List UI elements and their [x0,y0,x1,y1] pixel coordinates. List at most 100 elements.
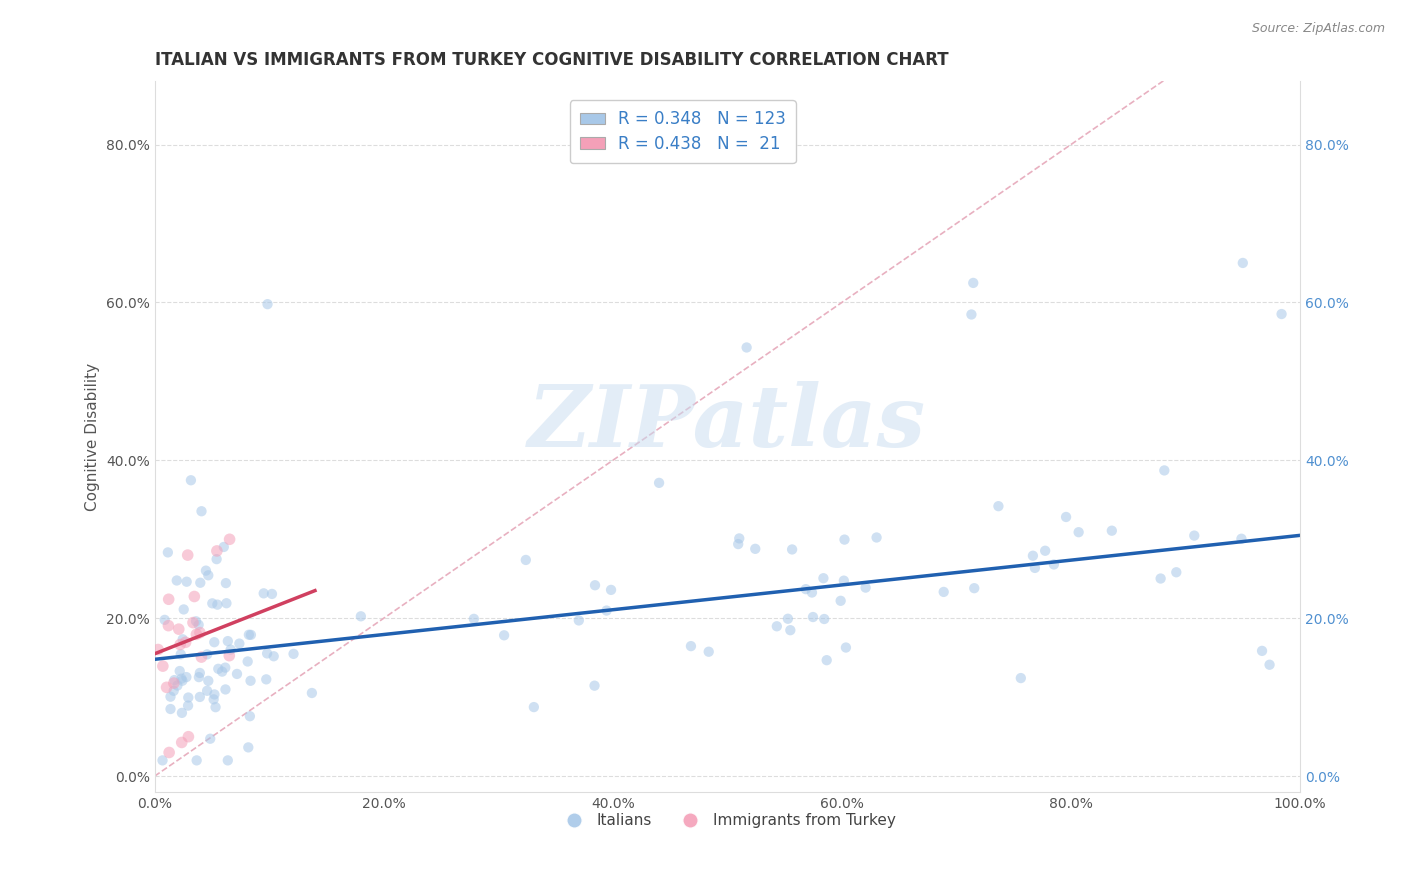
Point [1230,532,1253,546]
Point [960,308,983,322]
Point [218,533,240,547]
Point [205,544,228,558]
Point [155,681,177,695]
Point [1153,463,1175,477]
Point [201,596,224,610]
Point [1251,644,1274,658]
Point [801,610,824,624]
Point [177,690,200,705]
Point [187,617,209,632]
Point [463,612,485,626]
Point [283,647,305,661]
Point [600,582,623,597]
Point [170,672,193,686]
Point [159,702,181,716]
Point [239,628,262,642]
Point [211,665,233,679]
Y-axis label: Cognitive Disability: Cognitive Disability [86,362,100,511]
Point [200,731,222,746]
Point [1033,543,1056,558]
Point [254,673,277,687]
Point [239,673,262,688]
Point [174,635,197,649]
Point [301,686,323,700]
Point [1101,524,1123,538]
Point [163,676,186,690]
Point [186,627,208,641]
Point [218,648,240,663]
Point [815,653,838,667]
Point [744,541,766,556]
Point [170,648,193,662]
Point [177,698,200,713]
Point [568,614,591,628]
Text: ZIPatlas: ZIPatlas [529,381,927,464]
Point [236,655,259,669]
Point [238,740,260,755]
Point [215,576,238,591]
Point [170,735,193,749]
Point [177,730,200,744]
Point [163,683,186,698]
Point [1271,307,1294,321]
Point [865,531,887,545]
Point [583,679,606,693]
Point [188,575,211,590]
Point [188,665,211,680]
Point [152,753,174,767]
Point [214,682,236,697]
Point [202,635,225,649]
Point [169,638,191,652]
Point [195,683,218,698]
Point [813,571,835,585]
Point [157,746,180,760]
Point [263,649,285,664]
Point [212,540,235,554]
Point [157,618,180,632]
Point [217,634,239,648]
Point [735,341,758,355]
Point [962,276,984,290]
Point [963,581,986,595]
Point [1022,549,1045,563]
Point [214,660,236,674]
Point [583,578,606,592]
Point [260,587,283,601]
Point [1166,566,1188,580]
Point [1024,561,1046,575]
Point [226,667,249,681]
Point [207,662,229,676]
Text: ITALIAN VS IMMIGRANTS FROM TURKEY COGNITIVE DISABILITY CORRELATION CHART: ITALIAN VS IMMIGRANTS FROM TURKEY COGNIT… [155,51,948,69]
Point [595,603,617,617]
Point [159,690,181,704]
Point [163,673,186,687]
Point [238,628,260,642]
Point [1054,510,1077,524]
Point [766,619,789,633]
Point [648,475,671,490]
Point [1067,525,1090,540]
Point [186,753,208,767]
Point [830,594,852,608]
Point [173,602,195,616]
Point [217,753,239,767]
Point [832,574,855,588]
Point [834,533,856,547]
Point [190,504,212,518]
Point [987,499,1010,513]
Point [202,692,225,706]
Point [728,532,751,546]
Point [170,706,193,720]
Text: Source: ZipAtlas.com: Source: ZipAtlas.com [1251,22,1385,36]
Point [184,615,207,629]
Point [256,297,278,311]
Point [166,679,188,693]
Point [855,581,877,595]
Point [215,596,238,610]
Point [835,640,858,655]
Point [205,552,228,566]
Point [800,585,823,599]
Point [188,625,211,640]
Point [228,637,250,651]
Point [523,700,546,714]
